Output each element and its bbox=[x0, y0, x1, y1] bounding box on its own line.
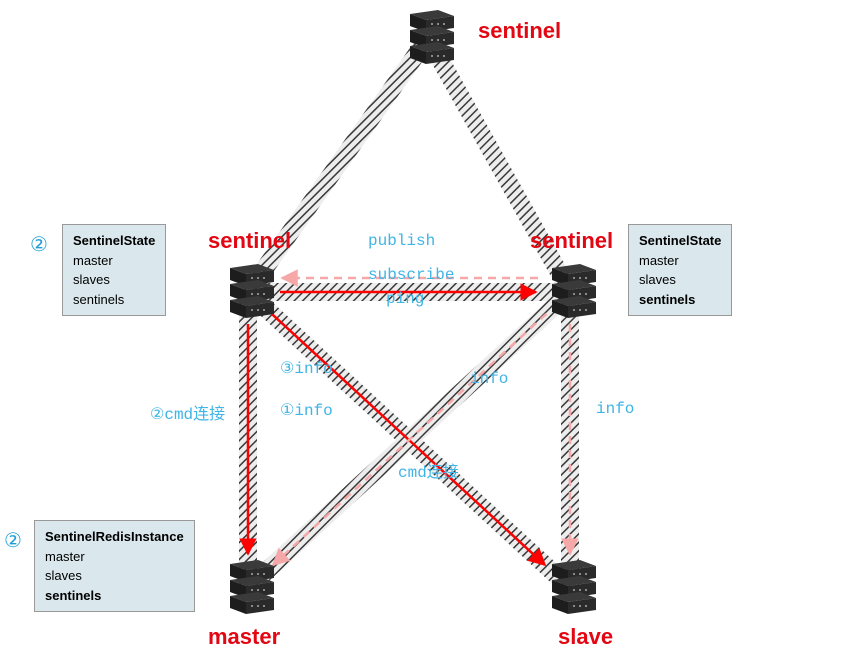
state-box-title: SentinelRedisInstance bbox=[45, 527, 184, 547]
edge-label: ①info bbox=[280, 400, 333, 420]
state-box-line: master bbox=[639, 251, 721, 271]
node-label-slave: slave bbox=[558, 624, 613, 650]
edge-label: subscribe bbox=[368, 266, 454, 284]
circled-number: ② bbox=[30, 232, 48, 257]
node-label-sentinel_top: sentinel bbox=[478, 18, 561, 44]
state-box-line: slaves bbox=[73, 270, 155, 290]
state-box-line: slaves bbox=[45, 566, 184, 586]
node-label-master: master bbox=[208, 624, 280, 650]
state-box-line: sentinels bbox=[639, 290, 721, 310]
server-icon-slave bbox=[552, 560, 596, 614]
state-box-title: SentinelState bbox=[73, 231, 155, 251]
state-box-line: sentinels bbox=[45, 586, 184, 606]
edge-label: ping bbox=[386, 290, 424, 308]
state-box-right_top: SentinelStatemasterslavessentinels bbox=[628, 224, 732, 316]
state-box-left_top: SentinelStatemasterslavessentinels bbox=[62, 224, 166, 316]
edge-label: info bbox=[470, 370, 508, 388]
circled-number: ② bbox=[4, 528, 22, 553]
state-box-title: SentinelState bbox=[639, 231, 721, 251]
state-box-line: master bbox=[73, 251, 155, 271]
edge-label: ③info bbox=[280, 358, 333, 378]
edge-label: info bbox=[596, 400, 634, 418]
state-box-line: master bbox=[45, 547, 184, 567]
state-box-line: sentinels bbox=[73, 290, 155, 310]
server-icon-sentinel_left bbox=[230, 264, 274, 318]
server-icon-sentinel_top bbox=[410, 10, 454, 64]
edge-label: cmd连接 bbox=[398, 458, 459, 482]
state-box-left_bottom: SentinelRedisInstancemasterslavessentine… bbox=[34, 520, 195, 612]
node-label-sentinel_right: sentinel bbox=[530, 228, 613, 254]
state-box-line: slaves bbox=[639, 270, 721, 290]
edge-label: publish bbox=[368, 232, 435, 250]
node-label-sentinel_left: sentinel bbox=[208, 228, 291, 254]
server-icon-master bbox=[230, 560, 274, 614]
edge-label: ②cmd连接 bbox=[150, 400, 225, 424]
server-icon-sentinel_right bbox=[552, 264, 596, 318]
